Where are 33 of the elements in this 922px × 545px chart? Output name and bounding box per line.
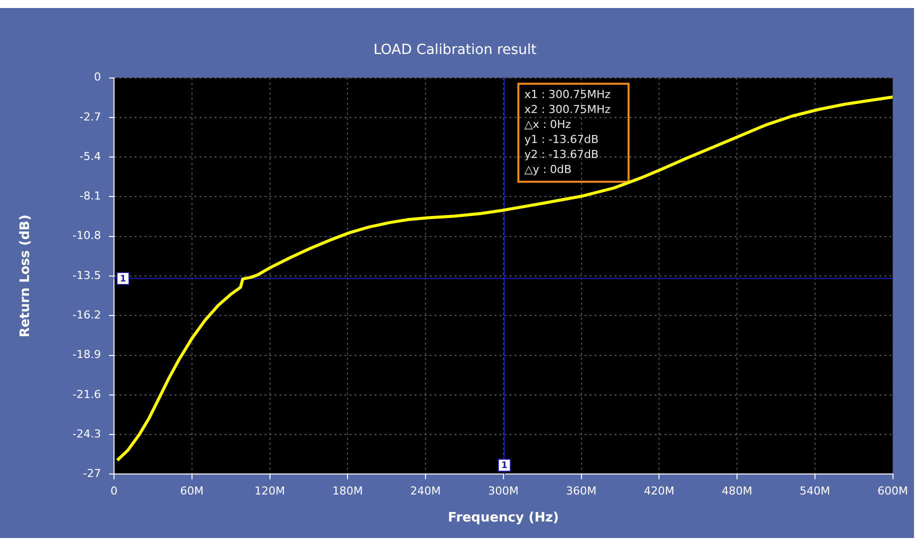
x-tick-label: 0 — [110, 484, 118, 498]
y-tick-label: -8.1 — [80, 190, 101, 203]
y-tick-label: 0 — [94, 70, 101, 84]
y-tick-label: -5.4 — [80, 150, 101, 163]
y-tick-label: -10.8 — [72, 229, 101, 242]
x-tick-label: 360M — [566, 484, 597, 498]
x-tick-label: 180M — [332, 484, 363, 498]
y-tick-label: -27 — [83, 467, 101, 480]
chart-title: LOAD Calibration result — [373, 42, 538, 58]
x-tick-label: 540M — [800, 484, 830, 498]
annotation: △x : 0Hz — [524, 118, 572, 132]
annotation: x1 : 300.75MHz — [524, 88, 611, 102]
annotation: y1 : -13.67dB — [524, 133, 599, 146]
y-tick-label: -16.2 — [72, 308, 101, 322]
x-tick-label: 60M — [180, 484, 204, 498]
x-tick-label: 480M — [722, 484, 752, 498]
annotation: △y : 0dB — [524, 163, 572, 176]
x-tick-label: 120M — [254, 484, 285, 498]
annotation: 1 — [120, 274, 126, 284]
x-tick-label: 300M — [488, 484, 519, 498]
annotation: x2 : 300.75MHz — [524, 103, 611, 116]
annotation: 1 — [501, 461, 508, 472]
x-tick-label: 240M — [410, 484, 441, 498]
y-tick-label: -18.9 — [72, 348, 101, 362]
y-tick-label: -2.7 — [80, 110, 101, 124]
x-tick-label: 420M — [644, 484, 674, 498]
y-axis-title: Return Loss (dB) — [18, 214, 34, 338]
x-axis-title: Frequency (Hz) — [448, 510, 559, 526]
x-tick-label: 600M — [878, 484, 908, 498]
y-tick-label: -13.5 — [72, 268, 101, 282]
y-tick-label: -21.6 — [72, 388, 101, 401]
annotation: y2 : -13.67dB — [524, 148, 599, 162]
y-tick-label: -24.3 — [72, 427, 101, 440]
